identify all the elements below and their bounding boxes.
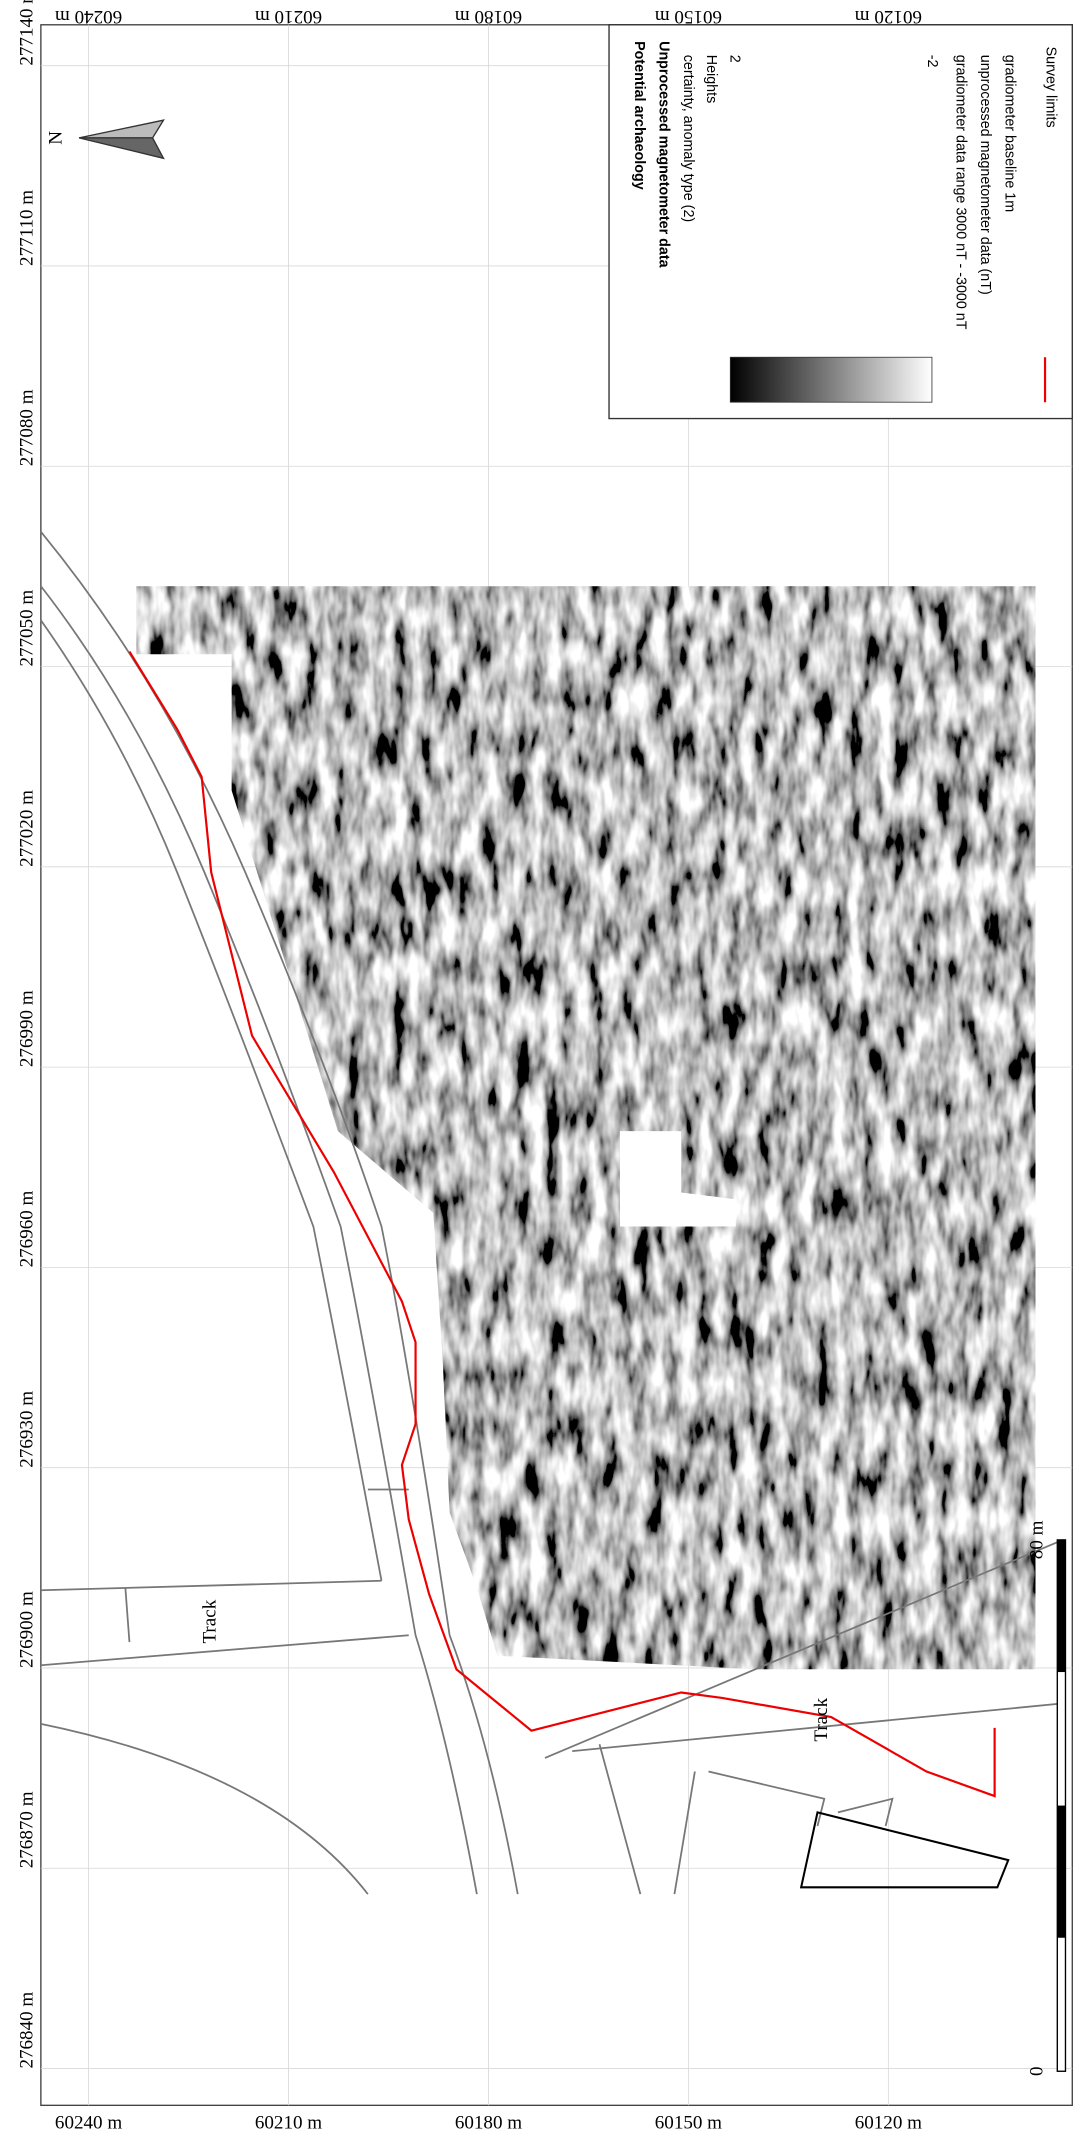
y-coordinate-label: 276930 m (17, 1391, 38, 1468)
north-label: N (46, 131, 67, 145)
map: Track Track N 0 80 m Potential archaeolo… (0, 0, 1090, 2156)
legend-title: Potential archaeology (631, 41, 647, 190)
legend-units: unprocessed magnetometer data (nT) (977, 55, 993, 295)
y-coordinate-label: 276900 m (17, 1591, 38, 1668)
y-coordinate-label: 277020 m (17, 790, 38, 867)
track-label: Track (811, 1697, 832, 1741)
y-coordinate-label: 276990 m (17, 990, 38, 1067)
y-coordinate-label: 276870 m (17, 1791, 38, 1868)
x-coordinate-label: 60180 m (455, 2112, 522, 2133)
legend-range: gradiometer data range 3000 nT - -3000 n… (952, 55, 968, 330)
legend-subtitle: certainty, anomaly type (2) (680, 55, 696, 222)
legend-max: 2 (726, 55, 742, 63)
track-label: Track (199, 1599, 220, 1643)
legend-min: -2 (924, 55, 940, 68)
y-coordinate-label: 276960 m (17, 1190, 38, 1267)
y-coordinate-label: 277140 m (17, 0, 38, 66)
x-coordinate-label: 60150 m (655, 2112, 722, 2133)
x-coordinate-label: 60150 m (655, 6, 722, 27)
y-coordinate-label: 277110 m (17, 190, 38, 266)
x-coordinate-label: 60210 m (255, 6, 322, 27)
x-coordinate-label: 60240 m (55, 6, 122, 27)
x-coordinate-label: 60240 m (55, 2112, 122, 2133)
legend: Potential archaeology Unprocessed magnet… (609, 25, 1072, 419)
legend-heights: Heights (703, 55, 719, 103)
x-coordinate-label: 60120 m (855, 2112, 922, 2133)
legend-baseline: gradiometer baseline 1m (1002, 55, 1018, 212)
x-coordinate-label: 60120 m (855, 6, 922, 27)
x-coordinate-label: 60180 m (455, 6, 522, 27)
scale-end: 80 m (1026, 1520, 1047, 1559)
y-coordinate-label: 277050 m (17, 590, 38, 667)
y-coordinate-label: 277080 m (17, 389, 38, 466)
x-coordinate-label: 60210 m (255, 2112, 322, 2133)
legend-survey: Survey limits (1042, 47, 1058, 128)
scale-start: 0 (1026, 2066, 1047, 2076)
legend-layer: Unprocessed magnetometer data (655, 41, 671, 268)
y-coordinate-label: 276840 m (17, 1992, 38, 2069)
